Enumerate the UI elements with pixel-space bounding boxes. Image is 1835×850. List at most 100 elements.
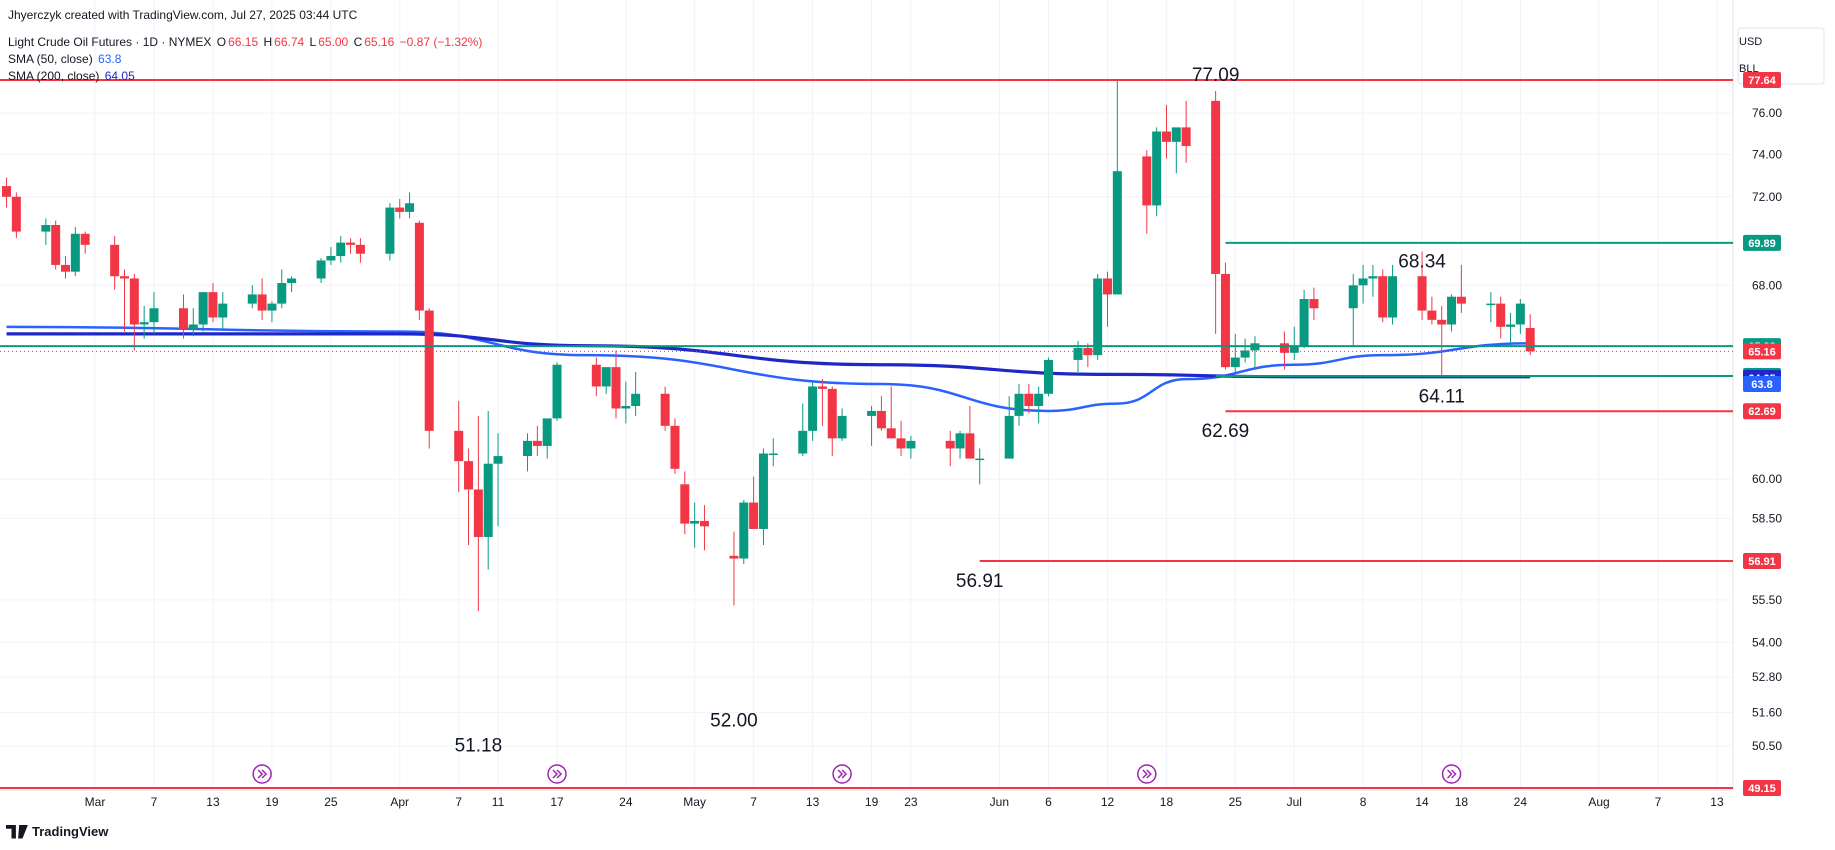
x-tick-label: Jun: [990, 795, 1009, 809]
candle: [601, 367, 611, 394]
candle: [1004, 396, 1014, 459]
candle-body: [1112, 171, 1122, 295]
currency-label[interactable]: USD: [1739, 36, 1763, 48]
candle-body: [1437, 319, 1447, 325]
tradingview-brand: TradingView: [32, 824, 109, 839]
candle: [395, 198, 405, 219]
candle: [1102, 271, 1112, 327]
event-marker-icon[interactable]: [547, 764, 567, 784]
candle: [70, 227, 80, 277]
candle-body: [178, 308, 188, 330]
candle-body: [1279, 343, 1289, 353]
candle-body: [1181, 127, 1191, 147]
candle-body: [542, 418, 552, 446]
high-value: 66.74: [274, 35, 305, 49]
price-annotation: 51.18: [455, 735, 503, 756]
candle-body: [1044, 359, 1054, 394]
sma200-legend[interactable]: SMA (200, close) 64.05: [8, 69, 137, 83]
event-marker-icon[interactable]: [1137, 764, 1157, 784]
candle: [906, 435, 916, 459]
low-label: L: [309, 35, 317, 49]
candle: [11, 192, 21, 239]
candle: [129, 273, 139, 351]
candle: [1152, 127, 1162, 217]
event-marker-icon[interactable]: [1441, 764, 1462, 784]
tradingview-logo-icon: [6, 824, 28, 839]
candle: [631, 371, 641, 416]
x-tick-label: 7: [750, 795, 757, 809]
tradingview-logo[interactable]: TradingView: [6, 824, 108, 839]
candle-body: [257, 294, 267, 311]
candle: [405, 192, 415, 219]
candle-body: [1240, 350, 1250, 358]
candle: [385, 203, 395, 261]
event-marker-icon[interactable]: [252, 764, 272, 784]
candle: [493, 433, 503, 527]
candle: [149, 292, 159, 334]
candle-body: [1309, 299, 1319, 309]
candle: [267, 301, 277, 323]
candle: [867, 406, 877, 446]
candle-body: [1093, 278, 1103, 356]
candle: [1388, 264, 1398, 325]
candle: [208, 283, 218, 323]
candle: [542, 418, 552, 459]
sma200-value: 64.05: [104, 69, 135, 83]
symbol-legend[interactable]: Light Crude Oil Futures · 1D · NYMEX O 66…: [8, 35, 484, 49]
candle-body: [660, 393, 670, 426]
x-tick-label: 25: [1229, 795, 1243, 809]
candle-body: [1289, 345, 1299, 353]
candle-body: [385, 207, 395, 254]
x-tick-label: May: [683, 795, 706, 809]
candle: [758, 448, 768, 546]
candle-body: [1378, 276, 1388, 318]
x-tick-label: 7: [151, 795, 158, 809]
candle: [1358, 264, 1368, 304]
x-tick-label: 18: [1455, 795, 1469, 809]
candle-body: [817, 386, 827, 389]
candle: [316, 258, 326, 284]
unit-label[interactable]: BLL: [1739, 63, 1759, 75]
candle-body: [287, 278, 297, 284]
candle-body: [267, 303, 277, 311]
candle-body: [523, 440, 533, 457]
candle-body: [1525, 328, 1535, 352]
x-tick-label: 24: [619, 795, 633, 809]
candle-body: [1142, 156, 1152, 206]
candle: [424, 308, 434, 449]
level-tag-bg: [1743, 780, 1781, 796]
candle-body: [346, 242, 356, 245]
x-tick-label: 24: [1514, 795, 1528, 809]
candle: [699, 505, 709, 551]
candle: [532, 425, 542, 457]
y-tick-label: 68.00: [1752, 278, 1782, 292]
candle: [1083, 343, 1093, 368]
event-arrow: [1142, 769, 1152, 779]
candle-body: [798, 430, 808, 454]
x-tick-label: Aug: [1588, 795, 1609, 809]
price-tag-label: 65.16: [1748, 346, 1776, 358]
candle: [1240, 338, 1250, 363]
y-tick-label: 58.50: [1752, 511, 1782, 525]
candle: [1525, 314, 1535, 356]
candle: [1496, 296, 1506, 339]
y-tick-label: 51.60: [1752, 706, 1782, 720]
candle: [51, 220, 61, 270]
candle: [41, 218, 51, 245]
sma50-legend[interactable]: SMA (50, close) 63.8: [8, 52, 123, 66]
candle: [277, 269, 287, 309]
candle: [975, 448, 985, 485]
candle-body: [493, 456, 503, 464]
candle: [218, 292, 228, 330]
sma50-line: [6, 325, 1531, 413]
event-marker-icon[interactable]: [832, 764, 852, 784]
candle-body: [414, 222, 424, 311]
y-tick-label: 60.00: [1752, 472, 1782, 486]
candle-body: [129, 278, 139, 325]
candle-body: [247, 294, 257, 304]
candle: [1368, 264, 1378, 297]
candle-body: [1427, 310, 1437, 320]
candle: [965, 406, 975, 459]
candle: [739, 499, 749, 564]
